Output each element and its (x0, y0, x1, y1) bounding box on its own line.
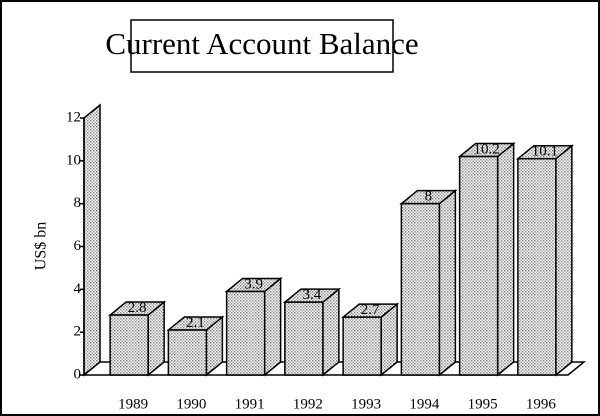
side-wall (83, 103, 101, 377)
y-tick-label: 0 (74, 366, 82, 382)
y-tick-label: 8 (74, 195, 82, 211)
value-label: 8 (425, 189, 433, 205)
title-box (130, 19, 394, 73)
bar-side (263, 276, 282, 377)
bar-side (438, 189, 457, 377)
y-tick-label: 6 (74, 238, 82, 254)
value-label: 10.2 (474, 141, 500, 157)
value-label: 3.9 (244, 276, 263, 292)
x-tick-label: 1993 (351, 396, 381, 412)
bar (167, 329, 208, 376)
chart-title: Current Account Balance (105, 26, 418, 61)
bar-side (555, 144, 573, 377)
value-label: 3.4 (303, 287, 322, 303)
value-label: 10.1 (532, 144, 558, 160)
bar (400, 202, 441, 376)
bar-side (496, 141, 515, 377)
x-tick-label: 1995 (468, 396, 498, 412)
x-tick-label: 1990 (176, 396, 206, 412)
value-label: 2.8 (128, 300, 147, 316)
value-label: 2.1 (186, 315, 205, 331)
y-tick-label: 2 (74, 324, 82, 340)
bar-side (322, 287, 340, 377)
y-axis-label: US$ bn (33, 222, 50, 270)
bar (342, 316, 382, 376)
bar (284, 301, 324, 376)
bar (109, 314, 149, 376)
y-tick-label: 4 (74, 281, 82, 297)
value-label: 2.7 (361, 302, 380, 318)
bar (458, 155, 499, 376)
y-tick-label: 12 (66, 109, 81, 125)
x-tick-label: 1989 (118, 396, 148, 412)
y-tick-label: 10 (66, 152, 81, 168)
x-tick-label: 1992 (293, 396, 323, 412)
x-tick-label: 1996 (526, 396, 557, 412)
bar (225, 290, 266, 376)
x-tick-label: 1991 (235, 396, 265, 412)
bar (517, 157, 557, 376)
x-tick-label: 1994 (409, 396, 440, 412)
